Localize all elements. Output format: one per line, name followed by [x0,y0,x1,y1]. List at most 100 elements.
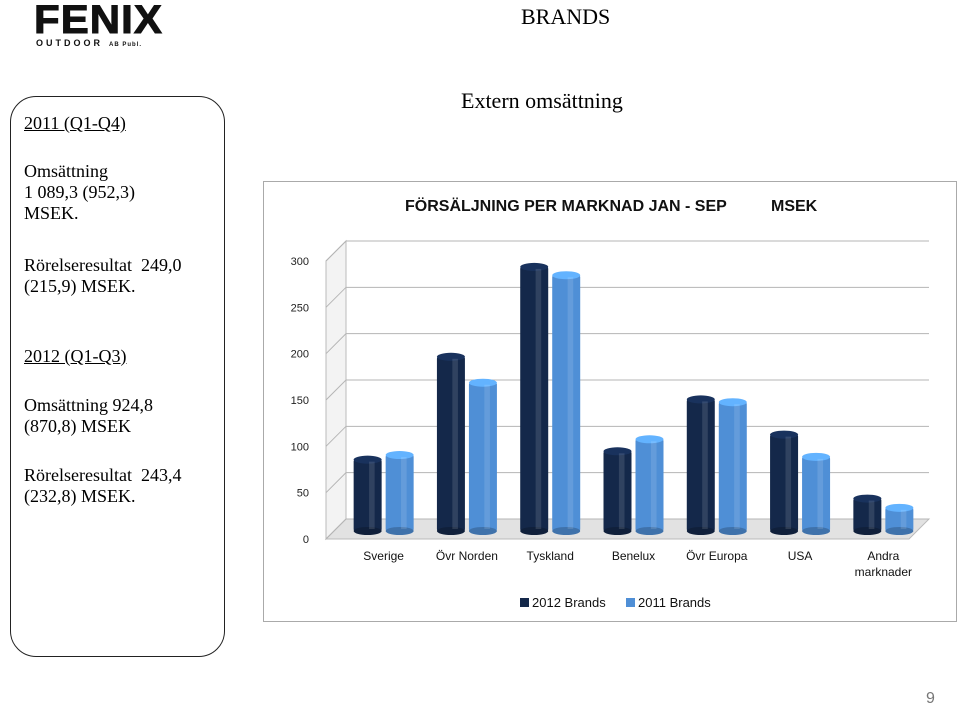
bar-top [770,430,799,439]
bar [353,459,382,531]
bar-top [686,395,715,404]
bar-top [385,451,414,460]
bar-highlight [484,384,490,529]
market-sales-chart: 0 50 100 150 200 250 300 FÖRSÄLJNING PER MARKNA… [263,181,957,622]
bar [635,439,664,531]
bar-base [603,527,632,535]
bar [603,451,632,531]
legend-label: 2011 Brands [638,595,711,610]
bar-top [603,447,632,456]
y-tick-label: 0 [303,534,309,546]
bar-base [436,527,465,535]
y2012-result-line1: Rörelseresultat 243,4 [24,465,182,485]
y-tick-label: 300 [291,256,309,268]
y-tick-label: 250 [291,302,309,314]
bar-top [885,503,914,512]
bar [520,266,549,531]
y2011-sales-value: 1 089,3 (952,3) [24,182,135,202]
bar-top [718,398,747,407]
chart-title: FÖRSÄLJNING PER MARKNAD JAN - SEP [405,196,727,215]
page-subtitle: Extern omsättning [461,88,623,113]
legend-label: 2012 Brands [532,595,606,610]
bar-top [853,494,882,503]
x-category-label: Tyskland [527,549,574,563]
bar-top [520,262,549,271]
y-tick-label: 200 [291,349,309,361]
x-category-label: Andra [867,549,899,563]
logo-main-text: FENIX [33,0,163,43]
bar-highlight [401,457,407,529]
bar-base [853,527,882,535]
legend-swatch [520,598,529,607]
y-tick-label: 150 [291,395,309,407]
bar-highlight [567,277,574,529]
logo-outdoor: OUTDOOR [36,38,103,48]
bar-base [385,527,414,535]
brands-label: BRANDS [521,4,611,29]
x-category-label: USA [788,549,813,563]
bar-top [436,352,465,361]
bar-top [468,378,497,387]
bar-highlight [785,436,792,529]
bar-base [885,527,914,535]
gridline [325,333,929,355]
fenix-logo: FENIX OUTDOOR AB Publ. [30,0,182,48]
page-number: 9 [926,690,935,707]
bar-highlight [535,268,542,529]
chart-svg: 0 50 100 150 200 250 300 FÖRSÄLJNING PER MARKNA… [291,196,931,610]
y2011-heading: 2011 (Q1-Q4) [24,113,126,133]
summary-panel [10,96,225,657]
x-category-label: Övr Norden [436,549,498,563]
x-category-label: Benelux [612,549,655,563]
bar [885,507,914,531]
bar-base [552,527,581,535]
bar-top [802,452,831,461]
x-category-label: Sverige [363,549,404,563]
bar-base [686,527,715,535]
y2011-sales-label: Omsättning [24,161,108,181]
bar [802,456,831,531]
bar-highlight [817,458,824,529]
bar-highlight [868,500,875,529]
y-tick-label: 100 [291,441,309,453]
y-tick-label: 50 [297,488,309,500]
bar [770,434,799,531]
y2012-result-line2: (232,8) MSEK. [24,486,136,506]
bar-top [552,271,581,280]
bar-highlight [452,358,458,529]
logo-ab-publ: AB Publ. [109,42,142,48]
bar-base [802,527,831,535]
bar-base [770,527,799,535]
gridline [325,240,929,262]
y2012-heading: 2012 (Q1-Q3) [24,346,127,366]
bar-base [718,527,747,535]
bar-base [468,527,497,535]
bar [853,498,882,531]
gridline [325,286,929,308]
bar [468,382,497,531]
bar [436,356,465,531]
bar-highlight [650,441,657,529]
bar-top [635,435,664,444]
legend-swatch [626,598,635,607]
bar-highlight [702,401,708,529]
y2011-result-line2: (215,9) MSEK. [24,276,136,296]
chart-unit-label: MSEK [771,198,818,215]
bar [718,402,747,531]
bar-highlight [618,453,625,529]
bar-base [520,527,549,535]
bar [552,275,581,531]
y2012-sales-line2: (870,8) MSEK [24,416,131,436]
gridline [325,379,929,401]
x-category-label: marknader [855,565,912,579]
y2011-sales-unit: MSEK. [24,203,79,223]
bar-base [635,527,664,535]
bar-base [353,527,382,535]
y2012-sales-line1: Omsättning 924,8 [24,395,153,415]
bar-highlight [369,461,375,529]
bar-top [353,455,382,464]
x-category-label: Övr Europa [686,549,748,563]
y2011-result-line1: Rörelseresultat 249,0 [24,255,182,275]
bar-highlight [734,404,740,529]
gridline [325,425,929,447]
